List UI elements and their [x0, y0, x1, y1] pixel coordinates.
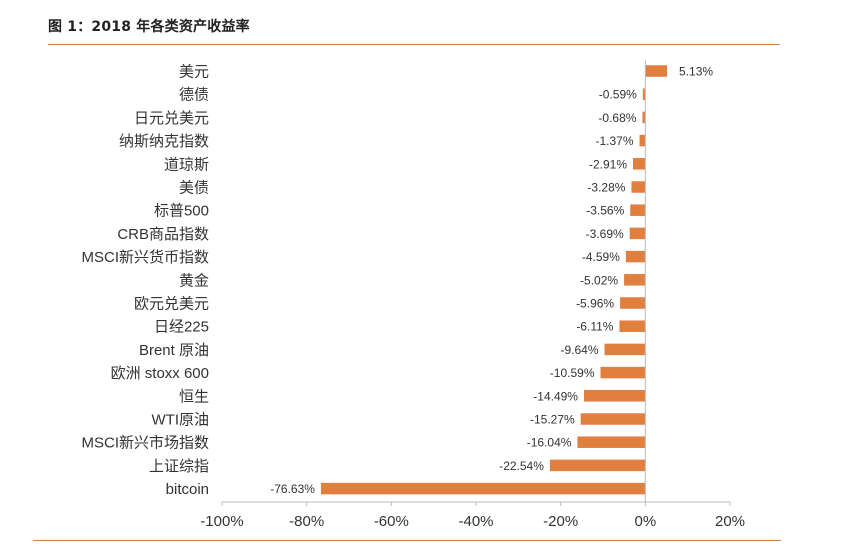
category-label: 德债: [179, 86, 209, 104]
category-label: 纳斯纳克指数: [119, 133, 209, 150]
data-label: -3.28%: [587, 181, 625, 195]
bar-3: [639, 134, 646, 147]
category-label: 欧元兑美元: [134, 296, 209, 313]
data-label: -3.56%: [586, 204, 624, 218]
x-tick-label: -60%: [374, 513, 409, 530]
bar-4: [633, 158, 646, 170]
bar-2: [642, 111, 646, 124]
x-tick-label: -100%: [200, 513, 243, 530]
bottom-rule: [33, 540, 781, 541]
bar-7: [629, 227, 646, 240]
data-label: -6.11%: [576, 320, 613, 334]
category-label: 美债: [179, 180, 209, 197]
bar-14: [583, 390, 646, 402]
data-label: -1.37%: [596, 134, 634, 148]
data-label: -3.69%: [586, 227, 624, 241]
bar-6: [630, 204, 646, 216]
bar-5: [631, 181, 646, 193]
data-label: -5.02%: [580, 273, 618, 287]
bar-15: [580, 413, 646, 425]
bar-16: [577, 436, 646, 448]
title-bar: 图 1：2018 年各类资产收益率: [48, 16, 780, 45]
category-label: CRB商品指数: [117, 226, 209, 243]
category-label: MSCI新兴市场指数: [81, 435, 209, 452]
x-tick-label: -40%: [458, 513, 493, 530]
category-label: 欧洲 stoxx 600: [111, 365, 209, 382]
data-label: -0.68%: [598, 111, 636, 125]
bar-12: [604, 343, 646, 356]
category-label: bitcoin: [166, 481, 209, 498]
bar-0: [645, 65, 668, 77]
data-label: -16.04%: [527, 436, 572, 450]
bar-1: [642, 88, 646, 100]
data-label: -2.91%: [589, 157, 627, 171]
bar-8: [625, 250, 646, 263]
data-label: -9.64%: [560, 343, 598, 357]
category-label: 恒生: [179, 388, 209, 405]
data-label: -5.96%: [576, 297, 614, 311]
category-label: 道琼斯: [164, 156, 209, 173]
bar-17: [549, 459, 646, 472]
data-label: -14.49%: [533, 389, 578, 403]
x-tick-label: 0%: [634, 513, 656, 530]
data-label: -10.59%: [550, 366, 595, 380]
category-label: 上证综指: [149, 458, 209, 475]
category-label: 日元兑美元: [134, 110, 209, 127]
x-tick-label: 20%: [715, 513, 745, 530]
category-label: 日经225: [154, 319, 209, 336]
category-label: WTI原油: [152, 412, 210, 429]
data-label: -0.59%: [599, 88, 637, 102]
category-label: Brent 原油: [139, 342, 209, 359]
data-label: -22.54%: [499, 459, 544, 473]
bar-13: [600, 366, 646, 379]
category-label: 标普500: [154, 203, 209, 220]
data-label: -76.63%: [270, 482, 315, 496]
category-label: 美元: [179, 64, 209, 81]
data-label: -15.27%: [530, 413, 575, 427]
x-tick-label: -80%: [289, 513, 324, 530]
bar-10: [620, 297, 646, 309]
chart-title: 图 1：2018 年各类资产收益率: [48, 19, 250, 35]
bar-9: [624, 274, 646, 286]
x-tick-label: -20%: [543, 513, 578, 530]
data-label: 5.13%: [679, 65, 713, 79]
bar-11: [619, 320, 646, 332]
category-label: MSCI新兴货币指数: [81, 249, 209, 266]
data-label: -4.59%: [582, 250, 620, 264]
bar-18: [320, 482, 646, 495]
category-label: 黄金: [179, 272, 209, 289]
